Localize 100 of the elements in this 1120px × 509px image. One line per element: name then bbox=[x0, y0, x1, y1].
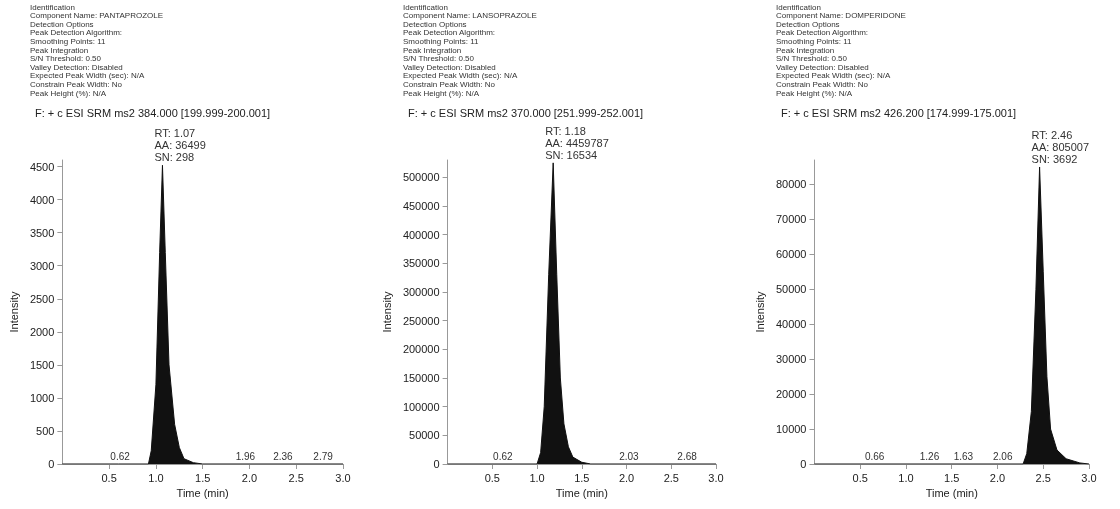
annotation: 2.68 bbox=[677, 450, 698, 462]
x-tick-label: 1.0 bbox=[529, 471, 545, 484]
text: Constrain Peak Width: No bbox=[403, 79, 496, 89]
text: Expected Peak Width (sec): N/A bbox=[776, 71, 891, 81]
annotation: 2.03 bbox=[619, 450, 640, 462]
x-tick-label: 3.0 bbox=[1081, 471, 1097, 484]
y-tick-label: 200000 bbox=[402, 343, 440, 356]
y-tick-label: 400000 bbox=[402, 228, 440, 241]
x-tick-label: 1.5 bbox=[195, 471, 211, 484]
y-tick-label: 60000 bbox=[775, 248, 807, 261]
annotation: 0.62 bbox=[493, 450, 513, 462]
text: Detection Options bbox=[30, 19, 94, 29]
x-tick-label: 1.5 bbox=[944, 471, 960, 484]
text: S/N Threshold: 0.50 bbox=[30, 54, 102, 64]
x-tick-label: 0.5 bbox=[101, 471, 117, 484]
y-tick-label: 3000 bbox=[29, 259, 55, 272]
text: Expected Peak Width (sec): N/A bbox=[403, 71, 518, 81]
y-tick-label: 350000 bbox=[402, 257, 440, 270]
annotation: 1.96 bbox=[235, 450, 256, 462]
y-tick-label: 300000 bbox=[402, 285, 440, 298]
text: Peak Height (%): N/A bbox=[30, 88, 107, 98]
y-tick-label: 0 bbox=[433, 458, 440, 470]
x-tick-label: 0.5 bbox=[484, 471, 500, 484]
text: Peak Detection Algorithm: bbox=[403, 28, 496, 38]
text: Smoothing Points: 11 bbox=[30, 36, 106, 46]
y-tick-label: 4000 bbox=[29, 193, 55, 206]
annotation: RT: 1.18 AA: 4459787 SN: 16534 bbox=[545, 124, 609, 161]
x-tick-label: 2.5 bbox=[1035, 471, 1051, 484]
x-tick-label: 3.0 bbox=[708, 471, 724, 484]
y-tick-label: 2000 bbox=[29, 325, 55, 338]
text: Component Name: DOMPERIDONE bbox=[776, 11, 906, 21]
x-tick-label: 1.0 bbox=[898, 471, 914, 484]
text: Peak Detection Algorithm: bbox=[776, 28, 869, 38]
text: Component Name: PANTAPROZOLE bbox=[30, 11, 164, 21]
y-tick-label: 30000 bbox=[775, 353, 807, 366]
text: Peak Detection Algorithm: bbox=[30, 28, 123, 38]
y-tick-label: 150000 bbox=[402, 371, 440, 384]
text: Constrain Peak Width: No bbox=[30, 79, 123, 89]
x-axis-title: Time (min) bbox=[925, 487, 978, 500]
y-axis-title: Intensity bbox=[753, 291, 766, 333]
annotation: 1.63 bbox=[953, 450, 974, 462]
y-tick-label: 4500 bbox=[29, 160, 55, 173]
text: Identification bbox=[776, 2, 821, 12]
y-tick-label: 500000 bbox=[402, 171, 440, 184]
annotation: 0.66 bbox=[864, 450, 885, 462]
chart-title: F: + c ESI SRM ms2 426.200 [174.999-175.001] bbox=[781, 106, 1017, 119]
y-axis-title: Intensity bbox=[7, 291, 20, 333]
annotation: 2.36 bbox=[273, 450, 294, 462]
annotation: 2.06 bbox=[992, 450, 1013, 462]
y-tick-label: 0 bbox=[48, 458, 55, 470]
x-tick-label: 2.0 bbox=[241, 471, 258, 484]
text: Identification bbox=[30, 2, 75, 12]
y-axis-title: Intensity bbox=[380, 291, 393, 333]
x-tick-label: 2.0 bbox=[989, 471, 1006, 484]
text: Smoothing Points: 11 bbox=[776, 36, 852, 46]
y-tick-label: 70000 bbox=[775, 213, 807, 226]
annotation: RT: 1.07 AA: 36499 SN: 298 bbox=[154, 127, 206, 164]
x-tick-label: 1.5 bbox=[574, 471, 590, 484]
x-tick-label: 2.5 bbox=[288, 471, 304, 484]
x-tick-label: 2.5 bbox=[663, 471, 679, 484]
text: Valley Detection: Disabled bbox=[30, 62, 123, 72]
annotation: 1.26 bbox=[919, 450, 940, 462]
text: Smoothing Points: 11 bbox=[403, 36, 479, 46]
y-tick-label: 1000 bbox=[29, 391, 55, 404]
x-axis-title: Time (min) bbox=[555, 487, 608, 500]
y-tick-label: 0 bbox=[800, 458, 807, 470]
y-tick-label: 40000 bbox=[775, 318, 807, 331]
chart-title: F: + c ESI SRM ms2 384.000 [199.999-200.001] bbox=[35, 106, 271, 119]
annotation: RT: 2.46 AA: 805007 SN: 3692 bbox=[1031, 128, 1090, 165]
x-tick-label: 2.0 bbox=[618, 471, 635, 484]
y-tick-label: 250000 bbox=[402, 314, 440, 327]
y-tick-label: 100000 bbox=[402, 400, 440, 413]
x-tick-label: 0.5 bbox=[852, 471, 868, 484]
y-tick-label: 80000 bbox=[775, 178, 807, 191]
text: S/N Threshold: 0.50 bbox=[776, 54, 848, 64]
y-tick-label: 10000 bbox=[775, 423, 807, 436]
y-tick-label: 2500 bbox=[29, 292, 55, 305]
text: Peak Integration bbox=[403, 45, 462, 55]
y-tick-label: 50000 bbox=[409, 429, 440, 442]
annotation: 0.62 bbox=[110, 450, 131, 462]
text: Peak Integration bbox=[776, 45, 835, 55]
text: Detection Options bbox=[776, 19, 840, 29]
text: Peak Height (%): N/A bbox=[776, 88, 853, 98]
y-tick-label: 20000 bbox=[775, 388, 807, 401]
text: Valley Detection: Disabled bbox=[403, 62, 496, 72]
x-axis-title: Time (min) bbox=[176, 487, 229, 500]
text: Valley Detection: Disabled bbox=[776, 62, 869, 72]
y-tick-label: 1500 bbox=[29, 358, 55, 371]
text: Peak Height (%): N/A bbox=[403, 88, 480, 98]
text: Identification bbox=[403, 2, 448, 12]
y-tick-label: 500 bbox=[36, 424, 55, 437]
text: Expected Peak Width (sec): N/A bbox=[30, 71, 145, 81]
y-tick-label: 50000 bbox=[775, 283, 807, 296]
text: Constrain Peak Width: No bbox=[776, 79, 869, 89]
text: S/N Threshold: 0.50 bbox=[403, 54, 475, 64]
y-tick-label: 3500 bbox=[29, 226, 55, 239]
chart-title: F: + c ESI SRM ms2 370.000 [251.999-252.001] bbox=[408, 106, 644, 119]
text: Peak Integration bbox=[30, 45, 89, 55]
text: Detection Options bbox=[403, 19, 467, 29]
y-tick-label: 450000 bbox=[402, 199, 440, 212]
